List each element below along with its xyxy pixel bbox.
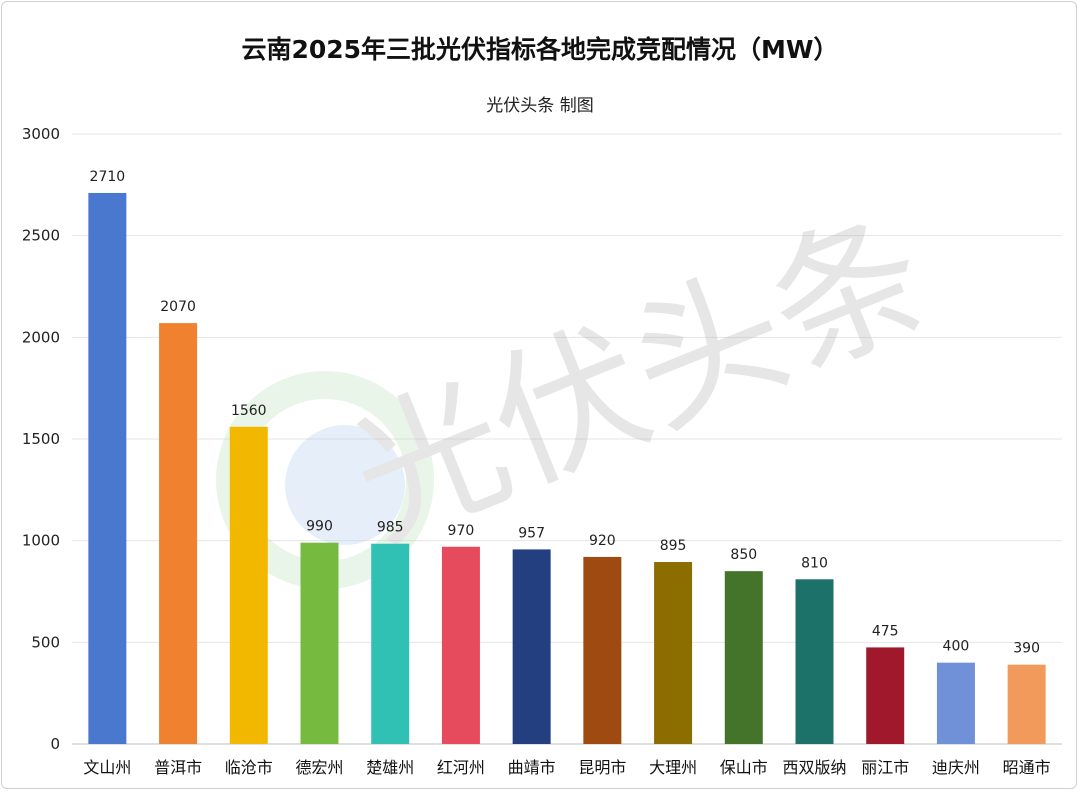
data-label: 985 — [377, 520, 404, 536]
data-label: 850 — [730, 547, 757, 563]
data-label: 390 — [1013, 641, 1040, 657]
bar — [159, 323, 198, 744]
x-tick-label: 丽江市 — [861, 758, 909, 777]
watermark-text: 光伏头条 — [329, 186, 951, 572]
x-tick-label: 红河州 — [437, 758, 485, 777]
data-label: 2070 — [160, 299, 196, 315]
bar — [795, 579, 834, 744]
data-label: 920 — [589, 533, 616, 549]
bar — [1007, 664, 1046, 744]
bar — [441, 546, 480, 744]
bar — [512, 549, 551, 744]
y-tick-label: 0 — [50, 735, 60, 753]
chart-title: 云南2025年三批光伏指标各地完成竞配情况（MW） — [241, 35, 839, 64]
x-tick-label: 西双版纳 — [782, 758, 846, 777]
chart-subtitle: 光伏头条 制图 — [486, 96, 594, 116]
bar — [300, 542, 339, 744]
y-tick-label: 2000 — [22, 328, 60, 346]
y-tick-label: 2500 — [22, 227, 60, 245]
data-label: 1560 — [231, 403, 267, 419]
data-label: 475 — [872, 623, 899, 639]
data-label: 990 — [306, 519, 333, 535]
data-label: 970 — [448, 523, 475, 539]
bar — [229, 426, 268, 744]
x-tick-label: 昆明市 — [578, 758, 626, 777]
data-label: 400 — [943, 639, 970, 655]
y-tick-label: 3000 — [22, 125, 60, 143]
data-label: 895 — [660, 538, 687, 554]
bar — [654, 562, 693, 744]
y-tick-label: 1500 — [22, 430, 60, 448]
bar — [724, 571, 763, 744]
x-tick-label: 楚雄州 — [366, 758, 414, 777]
x-tick-label: 普洱市 — [154, 758, 202, 777]
data-label: 810 — [801, 555, 828, 571]
data-label: 957 — [518, 525, 545, 541]
x-tick-label: 临沧市 — [225, 758, 273, 777]
bar — [88, 192, 127, 744]
x-tick-label: 大理州 — [649, 758, 697, 777]
x-tick-label: 迪庆州 — [932, 758, 980, 777]
bar — [936, 662, 975, 744]
x-tick-label: 文山州 — [83, 758, 131, 777]
bar — [583, 556, 622, 744]
y-tick-label: 500 — [31, 633, 60, 651]
y-tick-label: 1000 — [22, 532, 60, 550]
x-tick-label: 德宏州 — [295, 758, 343, 777]
watermark: 光伏头条 — [216, 186, 951, 589]
bar — [866, 647, 905, 744]
data-label: 2710 — [90, 169, 126, 185]
x-tick-label: 曲靖市 — [508, 758, 556, 777]
x-tick-label: 保山市 — [720, 758, 768, 777]
x-tick-label: 昭通市 — [1003, 758, 1051, 777]
bar — [371, 543, 410, 744]
